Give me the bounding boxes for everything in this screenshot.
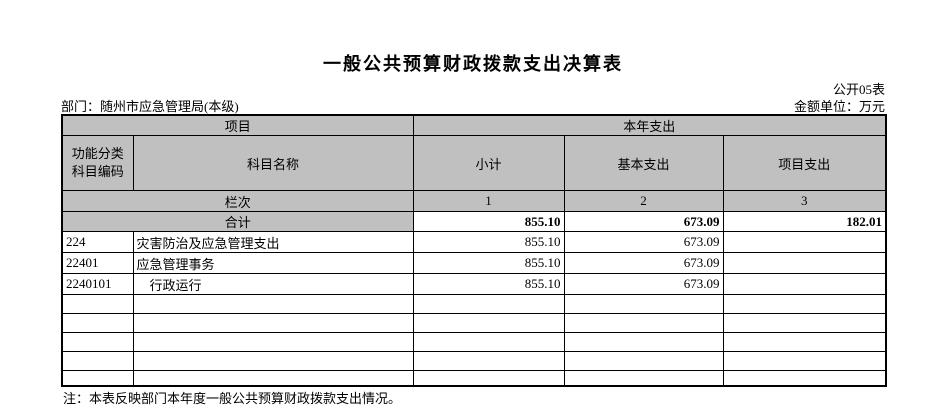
column-index-label: 栏次: [61, 190, 414, 212]
cell-basic: 673.09: [563, 252, 724, 274]
cell-name: [132, 294, 414, 314]
cell-basic: 673.09: [563, 273, 724, 295]
cell-basic: 673.09: [563, 231, 724, 253]
column-index-3: 3: [722, 190, 887, 212]
total-row: 合计 855.10 673.09 182.01: [61, 211, 887, 232]
cell-code: [61, 313, 134, 333]
header-function-code-line2: 科目编码: [71, 164, 124, 179]
column-index-1: 1: [412, 190, 565, 212]
header-project-group: 项目: [61, 114, 414, 136]
cell-code: 22401: [61, 252, 134, 274]
cell-project: [722, 332, 887, 352]
table-row: [61, 332, 887, 352]
table-row: [61, 351, 887, 371]
cell-subtotal: 855.10: [412, 252, 565, 274]
table-code-label: 公开05表: [832, 82, 885, 97]
cell-basic: [563, 332, 724, 352]
cell-project: [722, 370, 887, 386]
cell-code: 224: [61, 231, 134, 253]
cell-basic: [563, 370, 724, 386]
header-subject-name: 科目名称: [132, 135, 414, 191]
cell-code: [61, 332, 134, 352]
cell-code: [61, 370, 134, 386]
cell-name: 行政运行: [132, 273, 414, 295]
header-project-expenditure: 项目支出: [722, 135, 887, 191]
cell-project: [722, 252, 887, 274]
budget-table: 项目 本年支出 功能分类 科目编码 科目名称 小计 基本支出 项目支出 栏次 1…: [61, 114, 888, 387]
cell-subtotal: 855.10: [412, 231, 565, 253]
footnote: 注：本表反映部门本年度一般公共预算财政拨款支出情况。: [63, 391, 402, 406]
cell-name: [132, 313, 414, 333]
table-row: 22401 应急管理事务 855.10 673.09: [61, 252, 887, 274]
table-row: [61, 294, 887, 314]
cell-code: 2240101: [61, 273, 134, 295]
total-basic: 673.09: [563, 211, 724, 232]
cell-subtotal: [412, 332, 565, 352]
table-row: [61, 313, 887, 333]
cell-code: [61, 351, 134, 371]
cell-project: [722, 231, 887, 253]
cell-basic: [563, 294, 724, 314]
department-label: 部门：随州市应急管理局(本级): [61, 99, 239, 114]
table-row: 224 灾害防治及应急管理支出 855.10 673.09: [61, 231, 887, 253]
cell-subtotal: [412, 370, 565, 386]
header-function-code: 功能分类 科目编码: [61, 135, 134, 191]
cell-project: [722, 294, 887, 314]
table-row: 2240101 行政运行 855.10 673.09: [61, 273, 887, 295]
cell-subtotal: [412, 351, 565, 371]
cell-subtotal: [412, 313, 565, 333]
cell-name: 应急管理事务: [132, 252, 414, 274]
cell-name: 灾害防治及应急管理支出: [132, 231, 414, 253]
header-subtotal: 小计: [412, 135, 565, 191]
cell-subtotal: 855.10: [412, 273, 565, 295]
header-current-year-group: 本年支出: [412, 114, 887, 136]
column-index-row: 栏次 1 2 3: [61, 190, 887, 212]
cell-basic: [563, 313, 724, 333]
total-project: 182.01: [722, 211, 887, 232]
header-basic-expenditure: 基本支出: [563, 135, 724, 191]
meta-row: 部门：随州市应急管理局(本级) 金额单位：万元: [61, 96, 885, 115]
cell-code: [61, 294, 134, 314]
group-header-row: 项目 本年支出: [61, 114, 887, 136]
cell-name: [132, 370, 414, 386]
cell-basic: [563, 351, 724, 371]
cell-project: [722, 351, 887, 371]
cell-project: [722, 313, 887, 333]
header-function-code-line1: 功能分类: [71, 146, 124, 162]
column-header-row: 功能分类 科目编码 科目名称 小计 基本支出 项目支出: [61, 135, 887, 191]
page-title: 一般公共预算财政拨款支出决算表: [323, 54, 623, 74]
cell-project: [722, 273, 887, 295]
total-label: 合计: [61, 211, 414, 232]
table-row: [61, 370, 887, 386]
unit-label: 金额单位：万元: [793, 99, 885, 114]
cell-subtotal: [412, 294, 565, 314]
cell-name: [132, 351, 414, 371]
cell-name: [132, 332, 414, 352]
column-index-2: 2: [563, 190, 724, 212]
total-subtotal: 855.10: [412, 211, 565, 232]
